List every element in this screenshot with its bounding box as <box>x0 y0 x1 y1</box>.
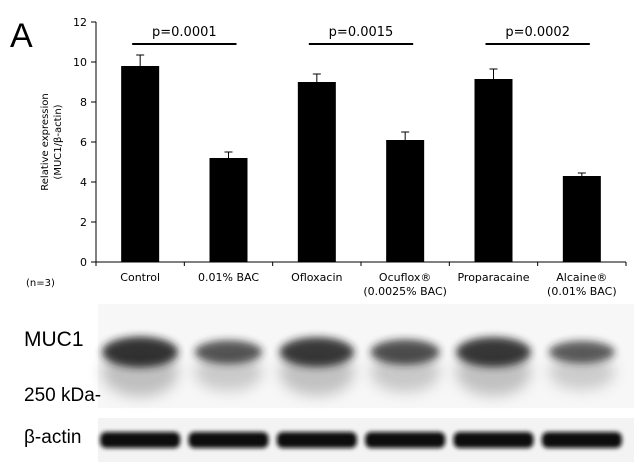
bar <box>121 66 160 262</box>
muc1-label: MUC1 <box>24 328 84 351</box>
y-axis-title-line: Relative expression <box>40 93 51 190</box>
actin-band <box>100 432 181 448</box>
muc1-blot-background <box>98 304 634 408</box>
category-label: Alcaine® (0.01% BAC) <box>547 271 617 298</box>
y-tick-label: 12 <box>73 16 87 29</box>
actin-band <box>276 432 357 448</box>
category-label-line: Alcaine® <box>556 271 607 284</box>
category-label-line: (0.0025% BAC) <box>363 285 447 298</box>
muc1-band <box>194 340 263 364</box>
significance-brackets: p=0.0001 p=0.0015 p=0.0002 <box>132 25 590 45</box>
p-value-label: p=0.0002 <box>505 25 570 40</box>
y-axis-title-line: (MUC1/β-actin) <box>53 104 64 179</box>
actin-band <box>541 432 622 448</box>
sample-size-label: (n=3) <box>26 278 55 289</box>
category-label-line: Ocuflox® <box>379 271 432 284</box>
muc1-band <box>102 336 179 368</box>
y-tick-label: 0 <box>80 256 87 269</box>
category-label-line: Ofloxacin <box>291 271 342 284</box>
bar <box>386 140 425 262</box>
muc1-band-smear <box>548 354 615 390</box>
muc1-band-smear <box>194 352 263 392</box>
category-label-line: (0.01% BAC) <box>547 285 617 298</box>
y-tick-label: 8 <box>80 96 87 109</box>
category-label-line: Proparacaine <box>457 271 529 284</box>
y-tick-label: 2 <box>80 216 87 229</box>
category-label: Ofloxacin <box>291 271 342 284</box>
chart-axes: 0 2 4 6 8 10 12 Relative expression (MUC1/β-acti… <box>40 16 627 269</box>
muc1-band <box>456 337 531 367</box>
actin-band <box>188 432 269 448</box>
actin-band <box>453 432 534 448</box>
category-label: 0.01% BAC <box>198 271 259 284</box>
muc1-band <box>279 337 355 367</box>
category-label-line: 0.01% BAC <box>198 271 259 284</box>
actin-label: β-actin <box>24 427 81 448</box>
bar <box>209 158 248 262</box>
bar <box>474 79 513 262</box>
p-value-label: p=0.0001 <box>152 25 217 40</box>
muc1-band <box>370 339 440 365</box>
bar <box>562 176 601 262</box>
muc1-band <box>548 340 615 364</box>
y-tick-label: 10 <box>73 56 87 69</box>
y-tick-label: 6 <box>80 136 87 149</box>
category-label-line: Control <box>120 271 160 284</box>
western-blot: MUC1 250 kDa- β-actin <box>24 304 634 462</box>
category-label: Ocuflox® (0.0025% BAC) <box>363 271 447 298</box>
category-label: Control <box>120 271 160 284</box>
p-value-label: p=0.0015 <box>329 25 394 40</box>
muc1-bands <box>102 336 615 397</box>
x-tick-labels: Control 0.01% BAC Ofloxacin Ocuflox® (0.0025… <box>120 271 616 298</box>
actin-bands <box>100 432 622 448</box>
panel-label: A <box>10 17 33 55</box>
category-label: Proparacaine <box>457 271 529 284</box>
kda-marker-label: 250 kDa- <box>24 385 101 406</box>
bar-series <box>121 54 601 262</box>
y-axis-title: Relative expression (MUC1/β-actin) <box>40 93 64 190</box>
y-tick-label: 4 <box>80 176 87 189</box>
actin-band <box>365 432 446 448</box>
bar <box>297 82 336 262</box>
